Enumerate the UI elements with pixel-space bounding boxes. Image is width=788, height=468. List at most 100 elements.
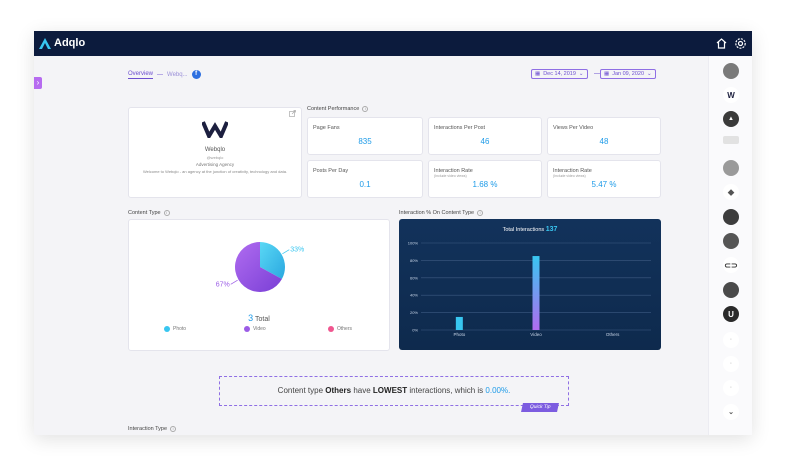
brand-avatar[interactable]: [723, 233, 739, 249]
bar-photo[interactable]: [455, 316, 463, 330]
sidebar-toggle-button[interactable]: ›: [34, 77, 42, 89]
logo-icon: [39, 37, 51, 49]
metric-sublabel: (Include video views): [553, 174, 586, 178]
metric-label: Interactions Per Post: [434, 125, 486, 131]
app-name: Adqlo: [54, 37, 86, 49]
app-logo[interactable]: Adqlo: [39, 37, 85, 49]
interaction-chart-card: Total Interactions 137 100% 80% 60% 40% 20% 0…: [399, 219, 661, 350]
breadcrumb-overview-link[interactable]: Overview: [128, 70, 154, 79]
breadcrumb-separator: —: [157, 71, 164, 78]
content-type-card: 33% 67% 3 Total: [128, 219, 390, 351]
breadcrumb-page[interactable]: Webq...: [167, 71, 188, 78]
x-tick-label: Photo: [453, 332, 465, 337]
profile-card: Webqlo @webqlo Advertising Agency Welcom…: [128, 107, 302, 198]
content-type-total: 3 Total: [129, 313, 389, 323]
insight-value: 0.00%.: [485, 386, 511, 395]
metric-label: Page Fans: [313, 125, 340, 131]
top-navbar: Adqlo: [34, 31, 752, 56]
brand-avatar[interactable]: ⬥: [723, 184, 739, 200]
profile-name: Webqlo: [204, 147, 226, 153]
y-tick-label: 40%: [410, 293, 418, 298]
metric-card: Interaction Rate (Include video views) 5…: [547, 160, 661, 198]
metric-card: Views Per Video 48: [547, 117, 661, 155]
profile-category: Advertising Agency: [195, 162, 235, 167]
x-tick-label: Video: [530, 332, 542, 337]
metric-label: Posts Per Day: [313, 168, 349, 174]
legend-label: Photo: [173, 326, 187, 332]
chevron-down-icon: ⌄: [578, 71, 584, 77]
date-separator: —: [594, 70, 601, 77]
metric-card: Page Fans 835: [307, 117, 423, 155]
others-dot-icon: [328, 326, 334, 332]
info-icon[interactable]: i: [362, 106, 369, 112]
brand-avatar[interactable]: [723, 282, 739, 298]
y-tick-label: 60%: [410, 275, 418, 280]
total-interactions-label: Total Interactions: [502, 227, 545, 233]
chevron-down-icon[interactable]: ⌄: [723, 404, 739, 420]
legend-label: Others: [337, 326, 353, 332]
metric-value: 0.1: [359, 180, 371, 189]
calendar-icon: ▦: [535, 71, 541, 77]
insight-level: LOWEST: [372, 386, 408, 395]
insight-text: interactions, which is: [409, 386, 484, 395]
home-icon[interactable]: [715, 37, 728, 50]
photo-dot-icon: [164, 326, 170, 332]
bar-video[interactable]: [532, 256, 540, 330]
start-date: Dec 14, 2019: [543, 71, 576, 77]
profile-description: Welcome to Webqlo - an agency at the jun…: [142, 169, 288, 174]
content-performance-title: Content Performance i: [307, 106, 369, 112]
pie-data-label: 33%: [290, 247, 304, 254]
legend-item-others[interactable]: Others: [328, 326, 352, 332]
calendar-icon: ▦: [604, 71, 610, 77]
brand-avatar[interactable]: ⊂⊃: [723, 257, 739, 273]
metric-label: Interaction Rate: [553, 168, 592, 174]
info-icon[interactable]: i: [170, 426, 177, 432]
facebook-icon: f: [191, 70, 201, 79]
pie-label-leader: [230, 279, 238, 285]
chevron-down-icon: ⌄: [647, 71, 652, 77]
insight-text: have: [353, 386, 371, 395]
brand-avatar[interactable]: [723, 160, 739, 176]
insight-text: Content type: [277, 386, 324, 395]
external-link-icon[interactable]: [289, 110, 296, 117]
section-title-text: Interaction % On Content Type: [399, 210, 475, 216]
quick-tip-box: Content type Others have LOWEST interact…: [219, 376, 569, 406]
brand-avatar[interactable]: ▲: [723, 111, 739, 127]
interaction-type-title: Interaction Type i: [128, 426, 177, 432]
info-icon[interactable]: i: [477, 210, 484, 216]
legend-item-video[interactable]: Video: [244, 326, 266, 332]
metric-label: Interaction Rate: [434, 168, 473, 174]
brand-avatar[interactable]: [723, 136, 739, 144]
pie-slice-photo[interactable]: [260, 242, 285, 280]
breadcrumb: Overview — Webq... f: [128, 70, 201, 79]
x-tick-label: Others: [606, 332, 620, 337]
brand-avatar[interactable]: W: [723, 87, 739, 103]
brand-avatar[interactable]: [723, 63, 739, 79]
brand-avatar[interactable]: ◦: [723, 356, 739, 372]
end-date-picker[interactable]: ▦ Jan 09, 2020 ⌄: [600, 69, 656, 79]
start-date-picker[interactable]: ▦ Dec 14, 2019 ⌄: [531, 69, 588, 79]
brand-avatar[interactable]: U: [723, 306, 739, 322]
metric-card: Posts Per Day 0.1: [307, 160, 423, 198]
brand-avatar[interactable]: [723, 209, 739, 225]
legend-item-photo[interactable]: Photo: [164, 326, 186, 332]
webqlo-logo: [202, 121, 228, 138]
profile-handle: @webqlo: [206, 155, 224, 160]
interaction-chart-title: Interaction % On Content Type i: [399, 210, 484, 216]
total-label: Total: [255, 316, 270, 323]
pie-slice-video[interactable]: [234, 242, 282, 292]
brand-avatar[interactable]: ◦: [723, 380, 739, 396]
section-title-text: Content Type: [128, 210, 161, 216]
content-type-title: Content Type i: [128, 210, 170, 216]
metric-card: Interactions Per Post 46: [428, 117, 542, 155]
metric-card: Interaction Rate (Include video views) 1…: [428, 160, 542, 198]
section-title-text: Content Performance: [307, 106, 360, 112]
y-tick-label: 0%: [412, 328, 418, 333]
gear-icon[interactable]: [734, 37, 747, 50]
total-interactions: Total Interactions 137: [399, 226, 661, 233]
end-date: Jan 09, 2020: [612, 71, 645, 77]
video-dot-icon: [244, 326, 250, 332]
section-title-text: Interaction Type: [128, 426, 168, 432]
info-icon[interactable]: i: [163, 210, 170, 216]
brand-avatar[interactable]: ◦: [723, 332, 739, 348]
